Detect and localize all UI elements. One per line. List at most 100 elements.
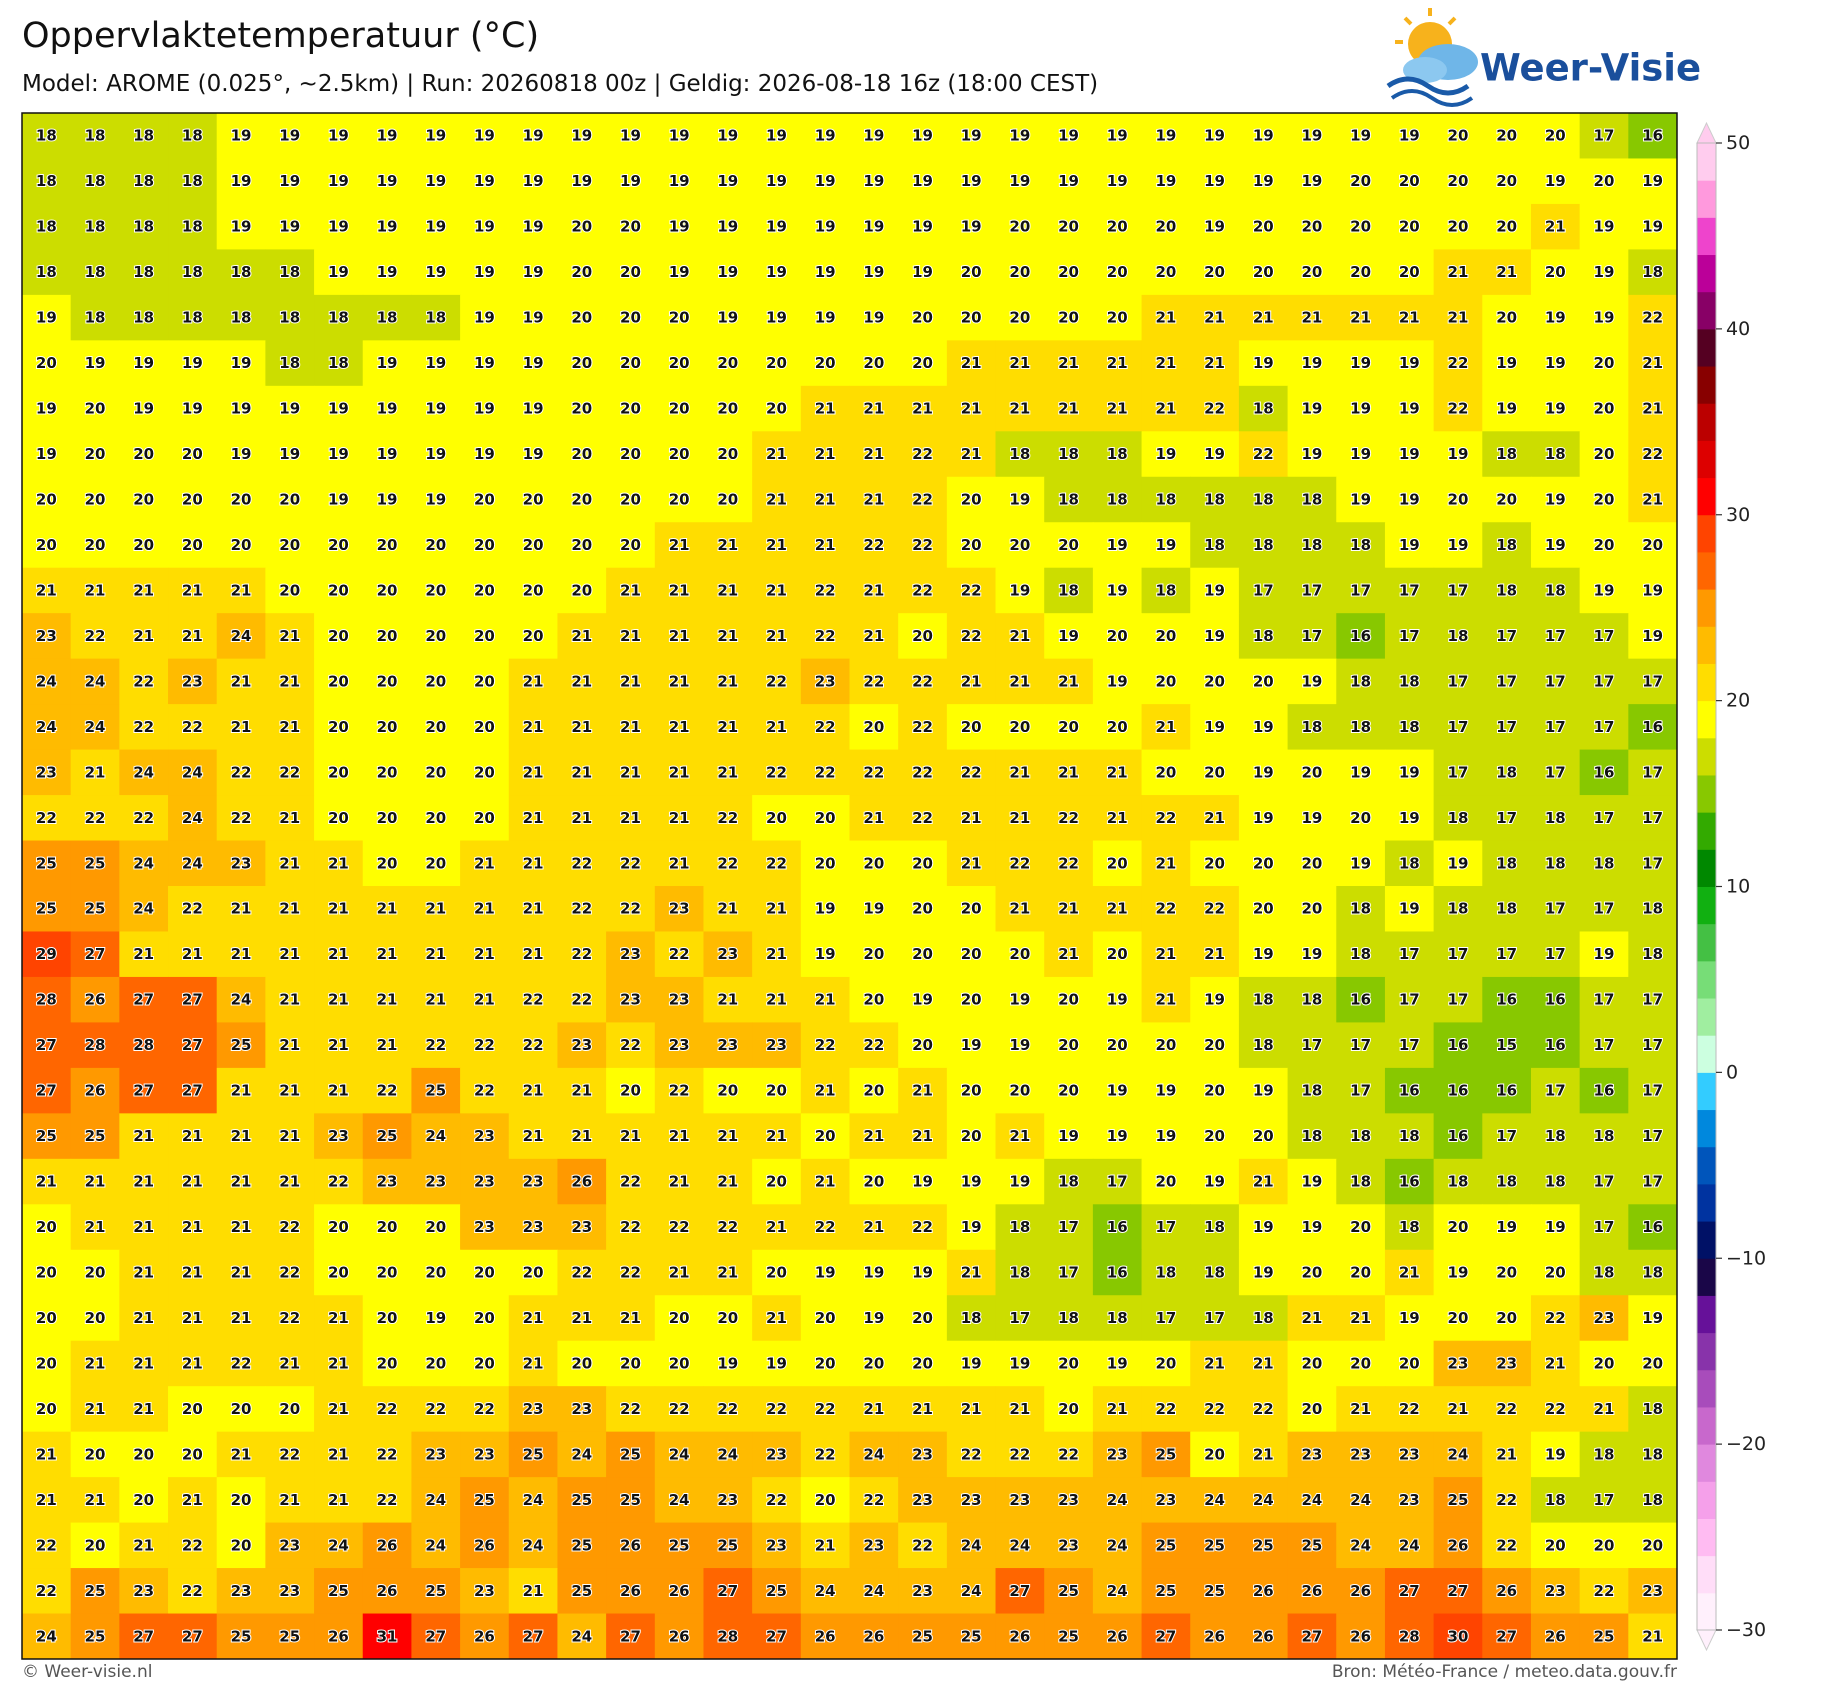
- temperature-value: 21: [620, 627, 641, 645]
- temperature-cell: [1190, 976, 1240, 1023]
- temperature-value: 21: [328, 1082, 349, 1100]
- temperature-cell: [1579, 1204, 1629, 1251]
- temperature-cell: [1238, 249, 1289, 296]
- temperature-cell: [1238, 704, 1289, 751]
- colorbar-band: [1697, 291, 1716, 330]
- temperature-value: 21: [1058, 763, 1079, 781]
- temperature-cell: [800, 1477, 850, 1524]
- temperature-cell: [265, 1022, 315, 1069]
- temperature-value: 22: [815, 1445, 836, 1463]
- temperature-cell: [1044, 704, 1094, 751]
- temperature-value: 27: [1155, 1627, 1176, 1645]
- temperature-value: 24: [425, 1127, 446, 1145]
- temperature-value: 25: [912, 1627, 933, 1645]
- temperature-cell: [1287, 567, 1337, 614]
- temperature-cell: [1530, 1113, 1581, 1160]
- temperature-value: 17: [1155, 1218, 1176, 1236]
- temperature-value: 20: [766, 1264, 787, 1282]
- temperature-cell: [1579, 704, 1629, 751]
- temperature-cell: [1628, 1386, 1678, 1433]
- temperature-cell: [557, 294, 607, 341]
- temperature-value: 17: [1545, 718, 1566, 736]
- temperature-value: 22: [571, 900, 592, 918]
- temperature-value: 17: [1009, 1309, 1030, 1327]
- temperature-cell: [1287, 1022, 1337, 1069]
- temperature-value: 27: [1399, 1582, 1420, 1600]
- temperature-cell: [1628, 1158, 1678, 1205]
- temperature-value: 17: [1301, 627, 1322, 645]
- temperature-value: 20: [182, 536, 203, 554]
- temperature-value: 20: [912, 309, 933, 327]
- temperature-value: 18: [1253, 1036, 1274, 1054]
- temperature-value: 24: [1107, 1491, 1128, 1509]
- temperature-value: 22: [377, 1445, 398, 1463]
- temperature-cell: [1482, 749, 1532, 796]
- temperature-cell: [1044, 886, 1094, 932]
- temperature-cell: [70, 613, 120, 660]
- temperature-value: 16: [1642, 1218, 1663, 1236]
- temperature-value: 21: [279, 809, 300, 827]
- temperature-value: 21: [1253, 1445, 1274, 1463]
- temperature-value: 20: [523, 491, 544, 509]
- temperature-value: 24: [717, 1445, 738, 1463]
- temperature-cell: [411, 476, 461, 523]
- temperature-cell: [946, 1431, 997, 1478]
- temperature-cell: [216, 1067, 266, 1114]
- temperature-value: 20: [1642, 1354, 1663, 1372]
- temperature-cell: [1092, 749, 1143, 796]
- temperature-cell: [849, 704, 899, 751]
- colorbar-tick-label: 0: [1726, 1061, 1738, 1083]
- temperature-cell: [362, 840, 412, 887]
- temperature-value: 20: [1058, 1082, 1079, 1100]
- temperature-cell: [1628, 931, 1678, 978]
- temperature-value: 17: [1642, 1127, 1663, 1145]
- temperature-value: 18: [425, 309, 446, 327]
- temperature-cell: [265, 522, 315, 569]
- temperature-value: 18: [1204, 1264, 1225, 1282]
- temperature-cell: [168, 1522, 218, 1569]
- temperature-cell: [946, 158, 997, 205]
- temperature-cell: [606, 249, 656, 296]
- temperature-cell: [1336, 931, 1386, 978]
- temperature-value: 19: [1204, 127, 1225, 145]
- temperature-value: 24: [182, 763, 203, 781]
- temperature-value: 21: [182, 1309, 203, 1327]
- temperature-value: 21: [328, 900, 349, 918]
- temperature-value: 20: [1496, 1264, 1517, 1282]
- temperature-cell: [1384, 1340, 1435, 1387]
- temperature-cell: [1433, 613, 1483, 660]
- temperature-cell: [1092, 976, 1143, 1023]
- temperature-cell: [314, 431, 364, 478]
- temperature-value: 18: [1496, 763, 1517, 781]
- temperature-value: 16: [1399, 1173, 1420, 1191]
- temperature-value: 19: [1642, 1309, 1663, 1327]
- colorbar-band: [1697, 700, 1716, 739]
- temperature-value: 27: [36, 1082, 57, 1100]
- temperature-cell: [168, 340, 218, 387]
- temperature-cell: [1092, 522, 1143, 569]
- temperature-value: 28: [133, 1036, 154, 1054]
- temperature-cell: [119, 385, 169, 432]
- temperature-cell: [119, 249, 169, 296]
- temperature-value: 20: [328, 763, 349, 781]
- temperature-cell: [168, 613, 218, 660]
- temperature-cell: [70, 340, 120, 387]
- temperature-value: 23: [717, 945, 738, 963]
- temperature-cell: [1530, 1477, 1581, 1524]
- temperature-value: 18: [1204, 1218, 1225, 1236]
- temperature-cell: [22, 613, 72, 660]
- temperature-cell: [946, 1295, 997, 1342]
- temperature-cell: [849, 1295, 899, 1342]
- temperature-cell: [119, 704, 169, 751]
- temperature-cell: [703, 1431, 753, 1478]
- temperature-cell: [1482, 1386, 1532, 1433]
- temperature-value: 19: [1642, 218, 1663, 236]
- temperature-value: 17: [1399, 581, 1420, 599]
- temperature-cell: [168, 704, 218, 751]
- temperature-cell: [1092, 1067, 1143, 1114]
- temperature-value: 21: [133, 1309, 154, 1327]
- temperature-value: 19: [425, 1309, 446, 1327]
- temperature-value: 21: [1204, 809, 1225, 827]
- temperature-cell: [1190, 1431, 1240, 1478]
- temperature-cell: [1287, 385, 1337, 432]
